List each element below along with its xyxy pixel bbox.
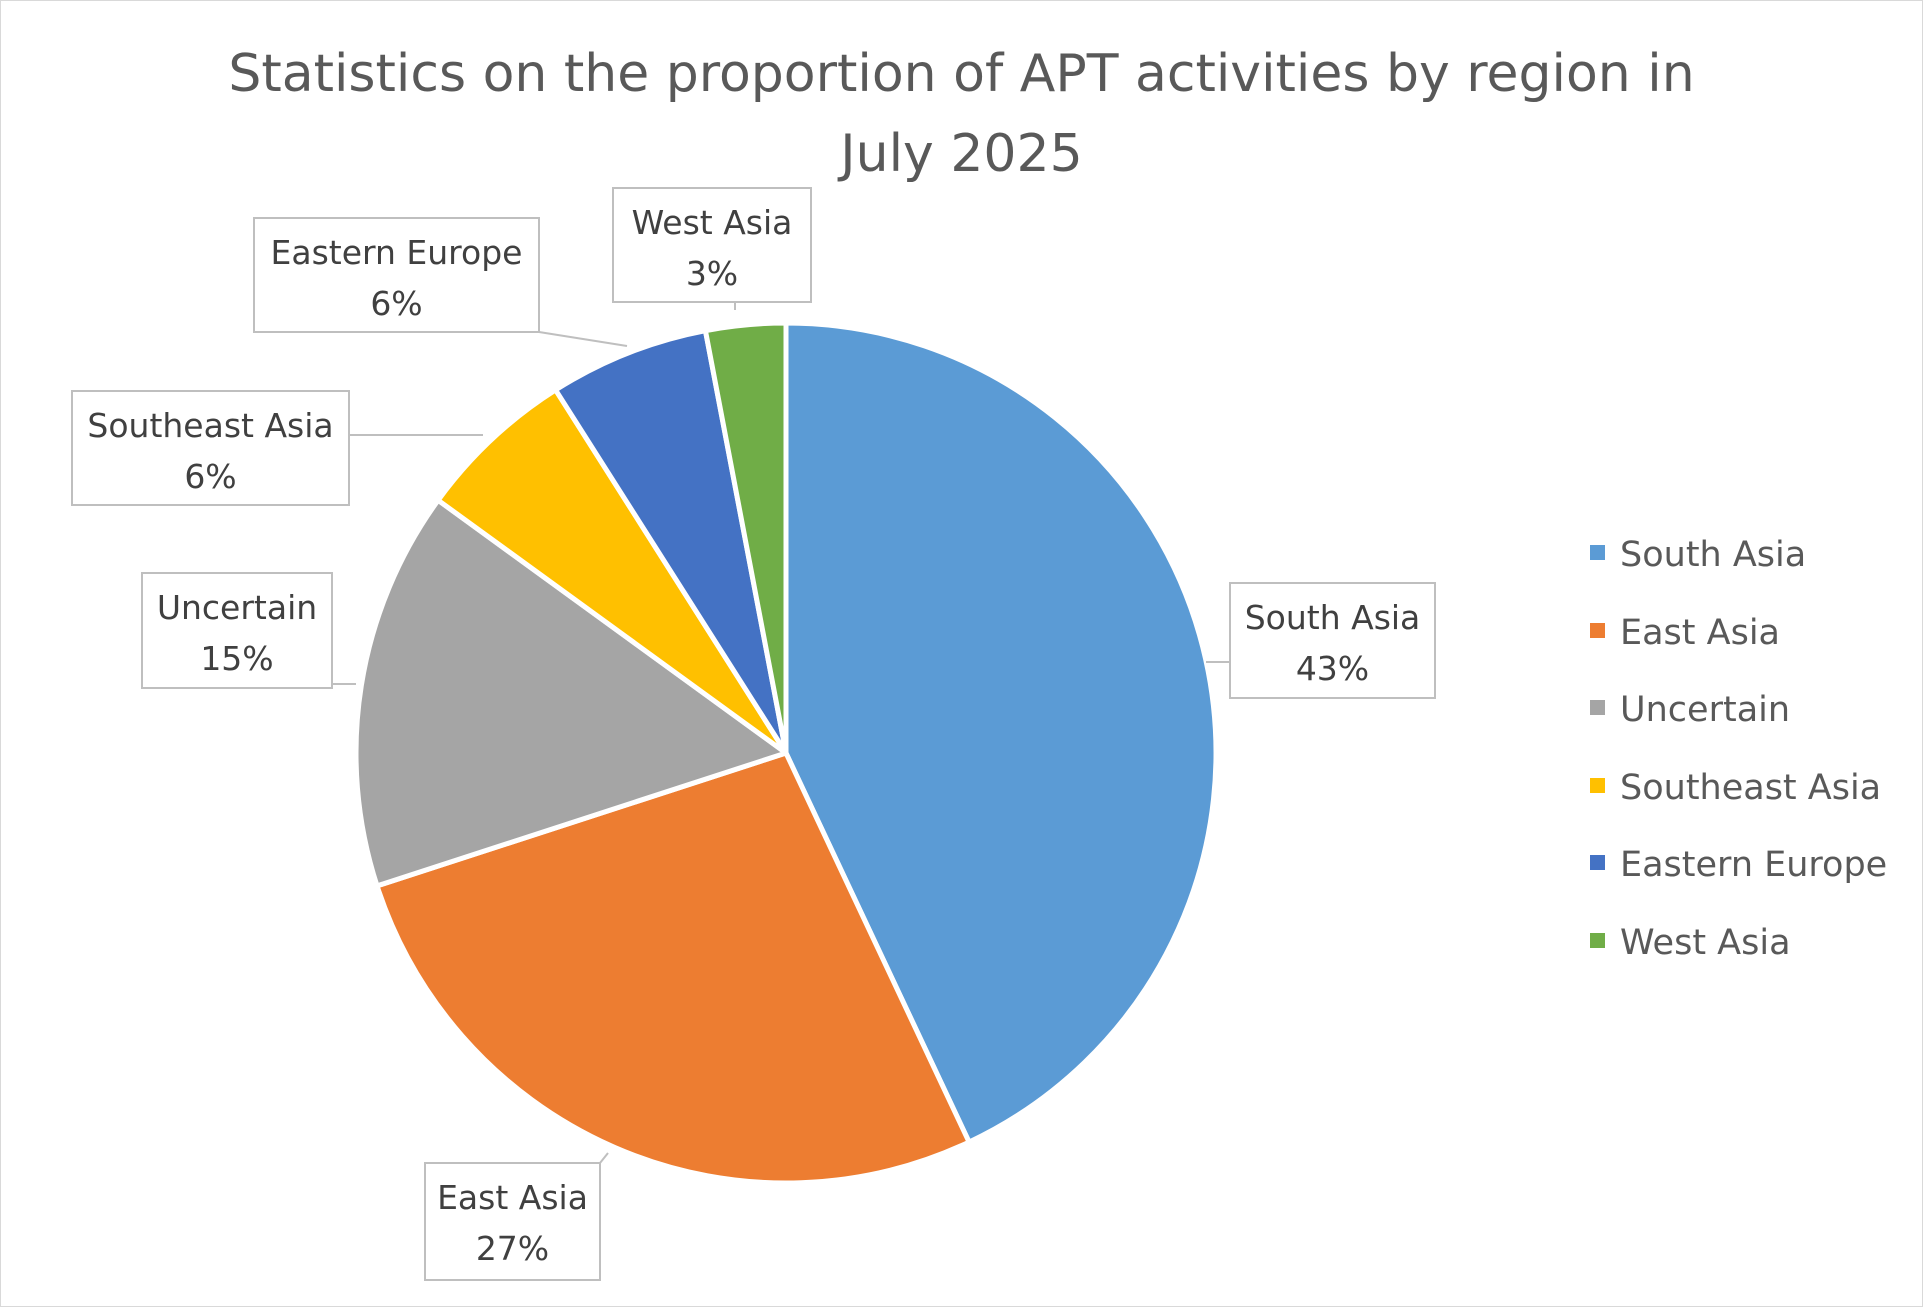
callout-box-south-asia	[1229, 582, 1436, 699]
callout-south-asia: South Asia 43%	[1206, 582, 1436, 699]
callout-west-asia: West Asia 3%	[612, 187, 812, 310]
data-label-value-south-asia: 43%	[1296, 649, 1369, 688]
data-label-category-uncertain: Uncertain	[157, 588, 317, 627]
callout-box-west-asia	[612, 187, 812, 303]
callout-box-east-asia	[424, 1162, 601, 1281]
callout-box-southeast-asia	[71, 390, 350, 506]
legend-label-west-asia: West Asia	[1620, 922, 1791, 963]
data-label-value-west-asia: 3%	[686, 254, 738, 293]
data-label-category-east-asia: East Asia	[437, 1178, 588, 1217]
data-label-value-east-asia: 27%	[476, 1229, 549, 1268]
pie-slice-south-asia	[783, 320, 1219, 1145]
pie-slice-uncertain	[353, 497, 789, 889]
legend-label-south-asia: South Asia	[1620, 535, 1807, 575]
data-label-category-eastern-europe: Eastern Europe	[271, 233, 523, 272]
callout-southeast-asia: Southeast Asia 6%	[71, 390, 483, 506]
chart-title-line2: July 2025	[840, 124, 1083, 184]
data-label-value-southeast-asia: 6%	[184, 457, 236, 496]
leader-line-east-asia	[599, 1152, 609, 1164]
legend-swatch-southeast-asia	[1590, 777, 1605, 793]
data-label-category-south-asia: South Asia	[1245, 598, 1421, 637]
data-label-value-eastern-europe: 6%	[370, 284, 422, 323]
legend-label-eastern-europe: Eastern Europe	[1620, 845, 1888, 885]
pie-slice-eastern-europe	[553, 328, 789, 756]
callout-eastern-europe: Eastern Europe 6%	[253, 217, 628, 347]
data-label-value-uncertain: 15%	[200, 639, 273, 678]
callout-east-asia: East Asia 27%	[424, 1152, 609, 1281]
legend-swatch-eastern-europe	[1590, 855, 1605, 870]
callout-box-eastern-europe	[253, 217, 540, 333]
leader-line-eastern-europe	[538, 331, 628, 347]
pie-slice-east-asia	[374, 750, 972, 1186]
callout-uncertain: Uncertain 15%	[141, 572, 356, 689]
data-label-category-southeast-asia: Southeast Asia	[87, 406, 333, 445]
legend-label-east-asia: East Asia	[1620, 612, 1780, 653]
data-label-category-west-asia: West Asia	[632, 203, 793, 242]
legend-label-southeast-asia: Southeast Asia	[1620, 767, 1882, 808]
chart-title-line1: Statistics on the proportion of APT acti…	[228, 44, 1695, 104]
pie-slice-southeast-asia	[435, 387, 789, 756]
callout-box-uncertain	[141, 572, 333, 689]
legend-label-uncertain: Uncertain	[1620, 690, 1791, 730]
legend-swatch-east-asia	[1590, 622, 1605, 638]
pie-slice-west-asia	[702, 320, 789, 756]
legend-swatch-south-asia	[1590, 545, 1605, 560]
legend-swatch-uncertain	[1590, 700, 1605, 715]
legend-swatch-west-asia	[1590, 932, 1605, 948]
